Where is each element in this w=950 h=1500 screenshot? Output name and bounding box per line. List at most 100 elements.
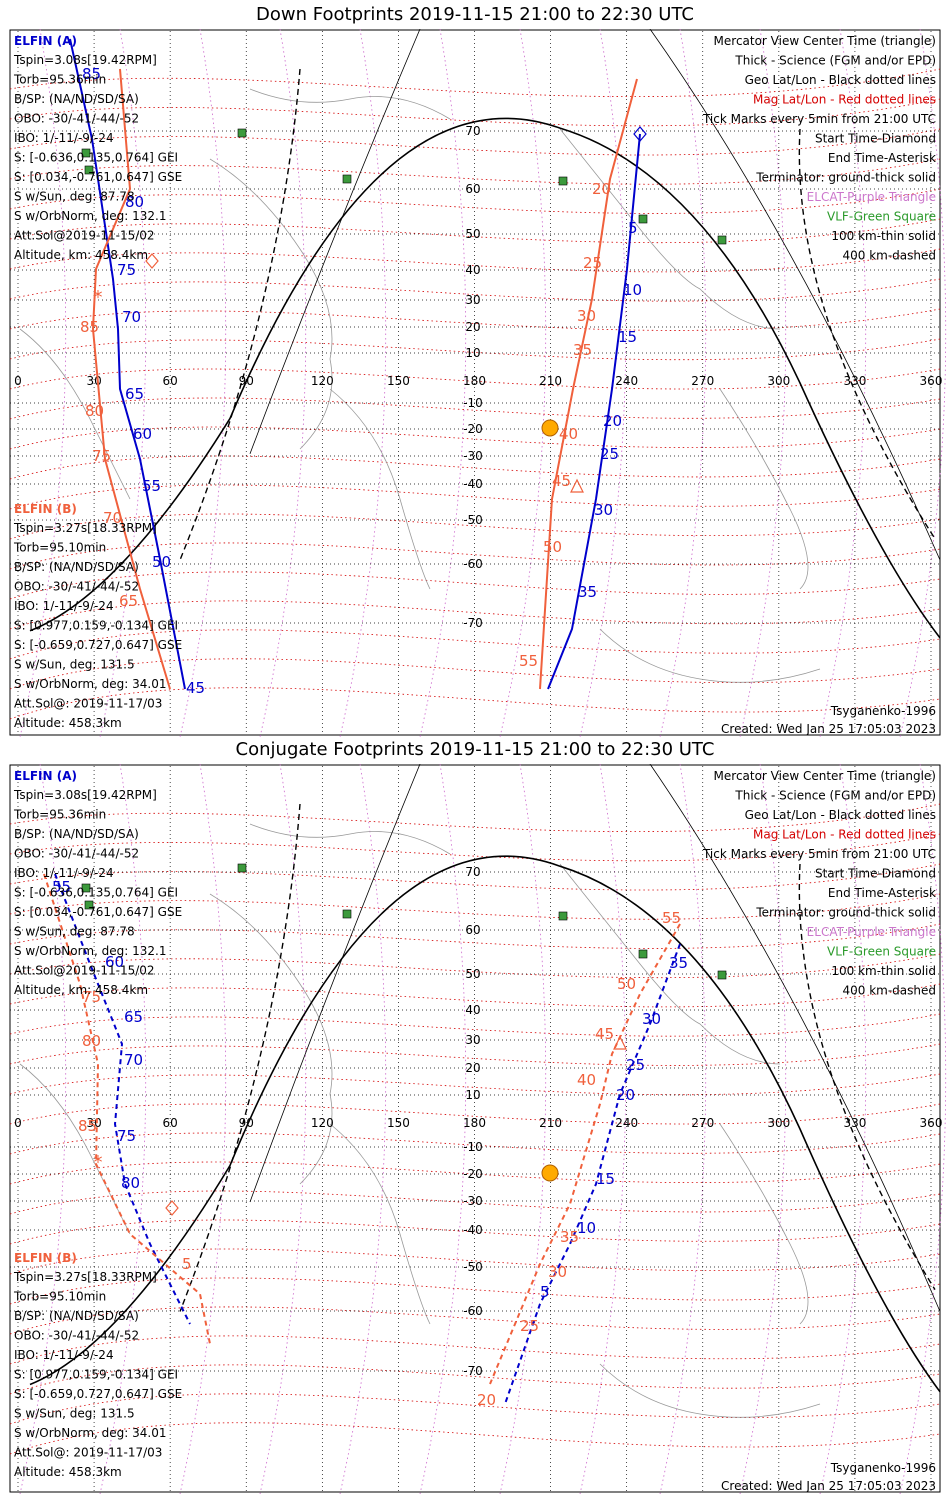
vlf-green-square xyxy=(81,883,91,893)
elfin-a-track-west-tick-label: 50 xyxy=(152,553,171,571)
lon-tick-label: 240 xyxy=(615,1116,638,1130)
mag-lat-line xyxy=(9,455,941,480)
elfin-a-track-west-tick-label: 80 xyxy=(125,193,144,211)
map-frame xyxy=(9,764,941,1493)
conjugate-footprints-map: 0 30 60 90 120 150 180 210 240 270 300 330 360 70 60 50… xyxy=(9,764,947,1494)
mag-lat-line xyxy=(9,1043,941,1066)
legend-line: Mag Lat/Lon - Red dotted lines xyxy=(753,93,936,107)
elfin-a-info-line: IBO: 1/-11/-9/-24 xyxy=(14,131,114,145)
elfin-a-info-line: S: [-0.636,0.135,0.764] GEI xyxy=(14,151,178,165)
mag-lon-line xyxy=(179,29,227,737)
lon-tick-label: 240 xyxy=(615,374,638,388)
vlf-green-square xyxy=(638,214,648,224)
end-time-asterisk: * xyxy=(94,287,103,308)
lon-tick-label: 330 xyxy=(843,374,866,388)
elfin-b-conj-track-east-tick-label: 55 xyxy=(662,909,681,927)
lon-tick-label: 300 xyxy=(767,1116,790,1130)
elfin-b-info-line: S: [-0.659,0.727,0.647] GSE xyxy=(14,1387,182,1401)
mag-lat-line xyxy=(9,1161,941,1185)
elfin-b-track-east-tick-label: 45 xyxy=(552,472,571,490)
elfin-b-info-line: Altitude: 458.3km xyxy=(14,716,122,730)
lat-tick-label: -10 xyxy=(463,1140,483,1154)
vlf-green-square xyxy=(84,165,94,175)
elfin-b-track-east-tick-label: 50 xyxy=(543,538,562,556)
elfin-a-info-line: S: [0.034,-0.761,0.647] GSE xyxy=(14,905,182,919)
legend-line: Mag Lat/Lon - Red dotted lines xyxy=(753,828,936,842)
elfin-a-conj-track-east-tick-label: 20 xyxy=(616,1086,635,1104)
elfin-b-track-east-tick-label: 30 xyxy=(577,307,596,325)
elfin-a-track-west xyxy=(69,38,186,690)
center-time-triangle xyxy=(613,1035,627,1050)
lon-tick-label: 60 xyxy=(163,374,178,388)
legend-line: Geo Lat/Lon - Black dotted lines xyxy=(745,808,936,822)
lat-tick-label: 30 xyxy=(465,1033,480,1047)
elfin-b-conj-track-west-tick-label: 85 xyxy=(78,1117,97,1135)
down-footprints-map: 0 30 60 90 120 150 180 210 240 270 300 330 360 70 60 50… xyxy=(9,29,947,737)
elfin-b-track-west-tick-label: 75 xyxy=(92,447,111,465)
elfin-a-info-line: S w/Sun, deg: 87.78 xyxy=(14,190,135,204)
coastline xyxy=(559,863,781,1065)
elfin-a-track-west-tick-label: 60 xyxy=(133,425,152,443)
lon-tick-label: 150 xyxy=(387,1116,410,1130)
legend-line: End Time-Asterisk xyxy=(828,886,936,900)
terminator-line xyxy=(29,117,941,639)
elfin-b-conj-track-east-tick-label: 40 xyxy=(577,1071,596,1089)
mag-lat-line xyxy=(9,1248,941,1275)
elfin-a-track-west-tick-label: 85 xyxy=(82,65,101,83)
lon-tick-label: 210 xyxy=(539,1116,562,1130)
elfin-a-info-line: IBO: 1/-11/-9/-24 xyxy=(14,866,114,880)
100km-line xyxy=(649,29,941,561)
elfin-b-track-east-tick-label: 55 xyxy=(519,652,538,670)
elfin-b-conj-track-east-tick-label: 35 xyxy=(560,1228,579,1246)
mag-lat-line xyxy=(9,1073,941,1096)
lat-tick-label: 10 xyxy=(465,1088,480,1102)
end-time-asterisk: * xyxy=(94,1152,103,1173)
lon-tick-label: 0 xyxy=(14,1116,22,1130)
elfin-a-info-line: S: [0.034,-0.761,0.647] GSE xyxy=(14,170,182,184)
coastline xyxy=(559,128,781,330)
terminator-line xyxy=(29,855,941,1393)
legend-line: VLF-Green Square xyxy=(827,945,936,959)
lat-tick-label: 50 xyxy=(465,227,480,241)
lat-tick-label: -30 xyxy=(463,1194,483,1208)
lat-tick-label: -40 xyxy=(463,477,483,491)
lat-tick-label: 40 xyxy=(465,1003,480,1017)
mag-lat-line xyxy=(9,338,941,361)
mag-lat-line xyxy=(9,1306,941,1335)
coastline xyxy=(329,388,431,590)
lat-tick-label: 50 xyxy=(465,967,480,981)
elfin-a-conj-track-east-tick-label: 5 xyxy=(540,1283,550,1301)
elfin-b-info-line: B/SP: (NA/ND/SD/SA) xyxy=(14,560,139,574)
elfin-b-info-line: S: [0.977,0.159,-0.134] GEI xyxy=(14,619,178,633)
created-timestamp: Created: Wed Jan 25 17:05:03 2023 xyxy=(721,722,936,736)
elfin-a-track-east-tick-label: 30 xyxy=(594,501,613,519)
lat-tick-label: 40 xyxy=(465,263,480,277)
mag-lat-line xyxy=(9,248,941,273)
elfin-a-conj-track-east-tick-label: 25 xyxy=(626,1056,645,1074)
lat-tick-label: -70 xyxy=(463,1364,483,1378)
elfin-b-info-line: Tspin=3.27s[18.33RPM] xyxy=(13,1270,157,1284)
lat-tick-label: -20 xyxy=(463,1167,483,1181)
elfin-a-header: ELFIN (A) xyxy=(14,34,77,48)
elfin-b-info-line: S: [-0.659,0.727,0.647] GSE xyxy=(14,638,182,652)
elfin-a-track-east-tick-label: 15 xyxy=(618,328,637,346)
lat-tick-label: 60 xyxy=(465,923,480,937)
vlf-green-square xyxy=(717,235,727,245)
lon-tick-label: 120 xyxy=(311,1116,334,1130)
legend-line: Mercator View Center Time (triangle) xyxy=(714,34,936,48)
elfin-b-conj-track-west-tick-label: 5 xyxy=(182,1255,192,1273)
mag-lon-line xyxy=(179,764,227,1494)
lon-tick-label: 90 xyxy=(239,374,254,388)
elfin-b-info-line: B/SP: (NA/ND/SD/SA) xyxy=(14,1309,139,1323)
elfin-b-track-west-tick-label: 70 xyxy=(103,509,122,527)
elfin-a-track-west-tick-label: 75 xyxy=(117,261,136,279)
mag-lat-line xyxy=(9,803,941,833)
mag-lat-line xyxy=(9,128,941,156)
mag-lat-line xyxy=(9,833,941,862)
elfin-b-info-line: S w/Sun, deg: 131.5 xyxy=(14,1407,135,1421)
elfin-b-info-line: Tspin=3.27s[18.33RPM] xyxy=(13,521,157,535)
coastline xyxy=(19,1063,131,1235)
lon-tick-label: 30 xyxy=(86,1116,101,1130)
mag-lat-line xyxy=(9,1335,941,1365)
elfin-a-info-line: B/SP: (NA/ND/SD/SA) xyxy=(14,92,139,106)
